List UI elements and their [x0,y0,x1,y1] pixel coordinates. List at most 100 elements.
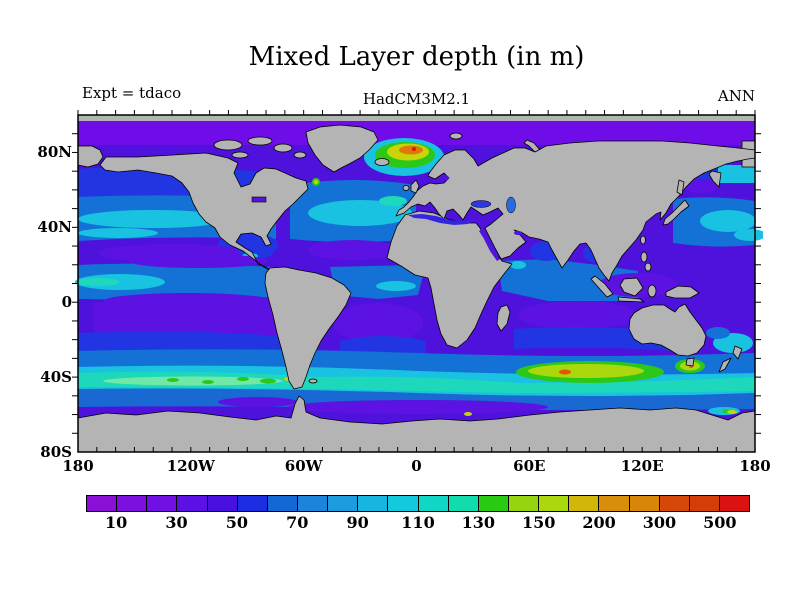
colorbar-cell [658,495,690,512]
land-japan [662,199,690,226]
land-arctic-island [247,136,273,146]
land-arctic-island [273,143,293,153]
colorbar-cell [296,495,329,512]
colorbar-tick-label: 500 [703,513,737,532]
lat-tick-label: 0 [61,293,72,312]
colorbar-cell [538,495,570,512]
colorbar-cell [357,495,389,512]
colorbar-cell [628,495,660,512]
indian-ocean-deep-blob [516,359,705,383]
land-africa [386,210,513,349]
colorbar-cell [266,495,298,512]
land-taiwan [640,235,646,245]
colorbar-cell [447,495,479,512]
red-sea [479,229,500,261]
caspian-sea [506,196,516,214]
land-madagascar [496,304,511,332]
lon-tick-label: 60W [284,457,323,475]
colorbar [86,495,751,512]
colorbar-cell [206,495,238,512]
land-arctic-island [213,139,243,151]
land-new-guinea [665,285,700,299]
land-tasmania [685,357,695,367]
persian-gulf [514,231,522,235]
land-greenland [305,124,379,173]
colorbar-cell [327,495,359,512]
land-sakhalin [676,179,685,196]
land-svalbard [449,132,463,140]
lon-tick-label: 180 [62,457,94,475]
land-new-zealand-north [732,345,743,360]
land-java [617,296,645,303]
colorbar-tick-label: 70 [286,513,309,532]
baltic-sea [439,175,449,181]
colorbar-cell [146,495,178,512]
north-atlantic-deep-blob [364,138,444,176]
lon-tick-label: 120E [620,457,664,475]
land-new-zealand-south [718,357,732,373]
colorbar-tick-label: 30 [165,513,188,532]
colorbar-tick-label: 10 [105,513,128,532]
land-south-america [264,266,352,390]
land-sumatra [590,275,614,298]
lon-tick-label: 0 [411,457,422,475]
colorbar-tick-label: 130 [461,513,496,532]
gulf-stream-band [308,200,412,226]
colorbar-cell [688,495,720,512]
land-philippines [640,251,648,263]
season-label: ANN [717,87,755,105]
colorbar-cell [598,495,630,512]
land-arctic-island [293,151,307,159]
polar-cap-strip [78,115,755,121]
colorbar-tick-label: 200 [582,513,616,532]
land-north-america [99,152,309,272]
experiment-label: Expt = tdaco [82,84,182,102]
mediterranean-sea [408,214,474,225]
lat-tick-label: 80N [37,143,72,162]
land-eurasia [395,140,756,282]
land-chukotka-west [77,145,104,168]
colorbar-cell [387,495,419,512]
colorbar-cell [86,495,118,512]
chart-title: Mixed Layer depth (in m) [248,42,585,72]
colorbar-tick-label: 300 [642,513,677,532]
black-sea [470,200,492,208]
colorbar-cell [116,495,148,512]
colorbar-tick-label: 90 [346,513,369,532]
colorbar-tick-label: 150 [522,513,556,532]
land-arctic-island [231,151,249,159]
land-falklands [308,378,318,384]
lon-tick-label: 120W [166,457,215,475]
colorbar-tick-label: 50 [225,513,249,532]
great-lakes [251,196,267,203]
land-ireland [402,185,410,191]
colorbar-cell [568,495,600,512]
land-borneo [619,277,644,297]
labrador-deep-spot [313,179,319,185]
land-sulawesi [647,284,657,298]
lon-tick-label: 180 [739,457,771,475]
colorbar-cell [718,495,751,512]
land-australia [628,303,707,357]
land-kamchatka [708,170,722,188]
world-map [72,110,763,453]
inland-seas [251,175,522,261]
lat-tick-label: 80S [40,443,72,461]
colorbar-tick-label: 110 [401,513,435,532]
ross-sea-spot [727,410,737,414]
colorbar-cell [507,495,540,512]
land-britain [410,179,420,194]
land-antarctica [77,395,756,453]
axis-ticks [72,110,761,452]
lat-tick-label: 40S [40,368,72,387]
colorbar-cell [417,495,449,512]
lat-tick-label: 40N [37,218,72,237]
land-layer [77,115,756,453]
lon-tick-label: 60E [513,457,546,475]
bering-patch [718,165,755,183]
colorbar-cell [176,495,208,512]
colorbar-cell [236,495,268,512]
model-label: HadCM3M2.1 [362,90,471,108]
land-iceland [374,158,390,166]
